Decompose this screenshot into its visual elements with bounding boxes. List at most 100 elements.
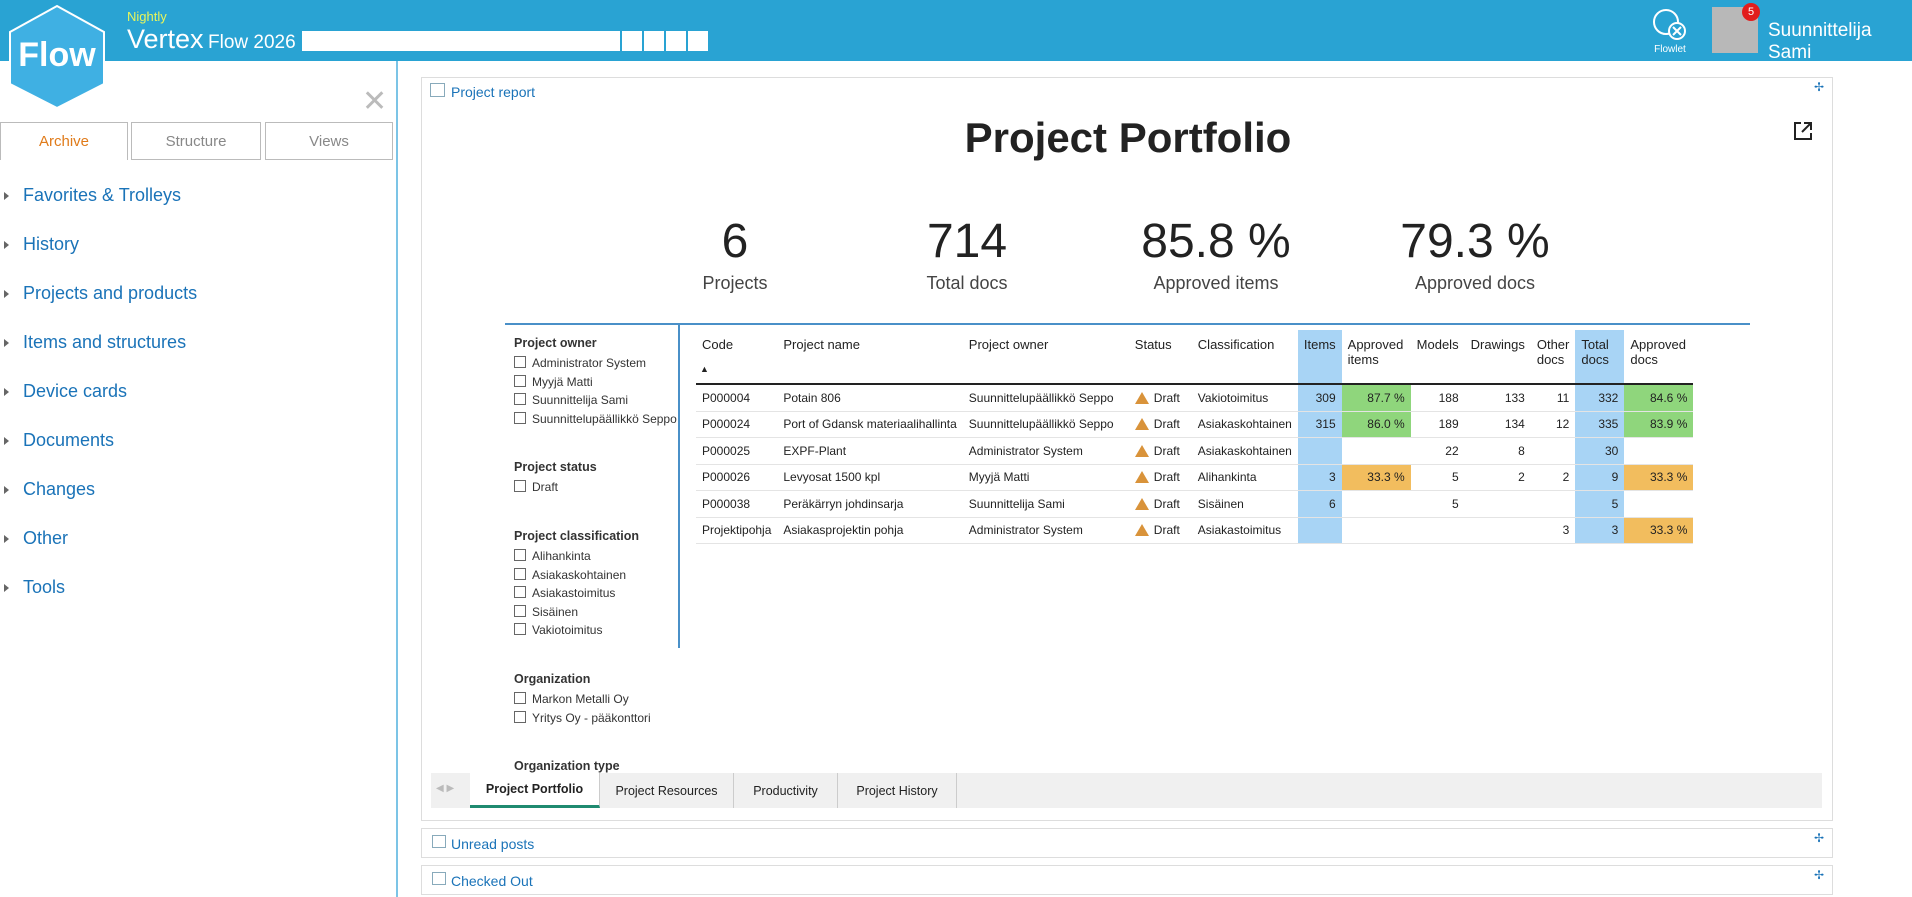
filter-title: Organization	[514, 672, 591, 686]
go-button[interactable]	[622, 31, 642, 51]
filter-option[interactable]: Suunnittelupäällikkö Seppo	[514, 412, 677, 426]
logo[interactable]: Flow	[6, 4, 108, 110]
refresh-button[interactable]	[688, 31, 708, 51]
table-cell: 2	[1530, 464, 1576, 491]
filter-option[interactable]: Sisäinen	[514, 605, 578, 619]
panel-title[interactable]: Unread posts	[451, 836, 535, 852]
panel-title[interactable]: Project report	[451, 84, 536, 100]
filter-title: Project classification	[514, 529, 640, 543]
advanced-search-button[interactable]	[666, 31, 686, 51]
filter-option[interactable]: Yritys Oy - pääkonttori	[514, 711, 651, 725]
panel-pin[interactable]: ✢	[1814, 831, 1825, 845]
column-header[interactable]: Project owner	[962, 330, 1129, 385]
tree-item[interactable]: Items and structures	[3, 332, 187, 352]
column-header[interactable]: Approved docs	[1624, 330, 1694, 385]
column-header[interactable]: Total docs	[1575, 330, 1625, 385]
kpi-label: Approved docs	[1414, 273, 1536, 293]
filter-option[interactable]: Alihankinta	[514, 549, 591, 563]
tree-item[interactable]: Other	[3, 528, 69, 548]
collapsed-panel	[421, 865, 1833, 895]
filter-option[interactable]: Markon Metalli Oy	[514, 692, 629, 706]
cell-text: Myyjä Matti	[968, 470, 1030, 485]
filter-option[interactable]: Draft	[514, 480, 558, 494]
table-cell: Draft	[1128, 384, 1192, 412]
column-header[interactable]: Drawings	[1464, 330, 1531, 385]
table-row[interactable]: P000025 EXPF-Plant Administrator System Dra…	[696, 437, 1694, 465]
filter-option[interactable]: Asiakaskohtainen	[514, 568, 626, 582]
open-external[interactable]	[1792, 120, 1814, 142]
filter-option[interactable]: Suunnittelija Sami	[514, 393, 628, 407]
status-icon	[1134, 524, 1149, 537]
tree-item[interactable]: History	[3, 234, 80, 254]
report-tab[interactable]: Project History	[838, 773, 957, 808]
app-name: Vertex Flow 2026	[127, 24, 296, 55]
cell-text: Potain 806	[783, 390, 841, 405]
cell-text: Draft	[1153, 470, 1180, 485]
table-cell: 33.3 %	[1624, 464, 1694, 491]
table-cell: P000025	[696, 437, 778, 465]
column-header[interactable]: Approved items	[1341, 330, 1411, 385]
column-header[interactable]: Code ▲	[696, 330, 778, 385]
report-panel	[421, 77, 1833, 821]
column-header[interactable]: Models	[1410, 330, 1465, 385]
search-box[interactable]	[302, 31, 620, 51]
status-icon	[1134, 471, 1149, 484]
sidebar-tab[interactable]: Archive	[0, 122, 128, 160]
table-cell: Myyjä Matti	[962, 464, 1129, 491]
panel-pin[interactable]: ✢	[1814, 868, 1825, 882]
close-button[interactable]: ✕	[362, 85, 388, 118]
kpi-label: Projects	[702, 273, 768, 293]
table-cell: 309	[1297, 384, 1342, 412]
column-header[interactable]: Status	[1128, 330, 1192, 385]
kpi-label: Approved items	[1153, 273, 1279, 293]
table-cell: 133	[1464, 384, 1531, 412]
cell-text: Sisäinen	[1197, 496, 1244, 511]
user-name[interactable]: Suunnittelija Sami	[1768, 20, 1872, 63]
cell-text: Suunnittelija Sami	[968, 496, 1065, 511]
table-cell	[1530, 490, 1576, 518]
cell-text: Port of Gdansk materiaalihallinta	[783, 417, 957, 432]
cell-text: 11	[1556, 390, 1570, 405]
cell-text: 5	[1451, 496, 1459, 511]
panel-title[interactable]: Checked Out	[451, 873, 533, 889]
table-cell: Asiakasprojektin pohja	[777, 517, 963, 544]
filter-option[interactable]: Myyjä Matti	[514, 375, 593, 389]
search-button[interactable]	[644, 31, 664, 51]
report-tab[interactable]: Project Portfolio	[470, 773, 600, 808]
kpi-value: 714	[926, 215, 1008, 268]
tree-item[interactable]: Projects and products	[3, 283, 198, 303]
table-cell: Draft	[1128, 464, 1192, 491]
cell-text: P000038	[702, 496, 751, 511]
filter-option[interactable]: Vakiotoimitus	[514, 623, 602, 637]
cell-text: 2	[1518, 470, 1525, 485]
tree-item[interactable]: Tools	[3, 577, 66, 597]
filter-option[interactable]: Administrator System	[514, 356, 646, 370]
sidebar-tab[interactable]: Structure	[131, 122, 261, 160]
table-cell	[1341, 490, 1411, 518]
table-cell: Asiakaskohtainen	[1191, 411, 1298, 438]
tree-item[interactable]: Documents	[3, 430, 115, 450]
column-header[interactable]: Other docs	[1530, 330, 1576, 385]
tab-scroll[interactable]: ◀ ▶	[436, 783, 455, 794]
flowlet-icon[interactable]	[1650, 7, 1690, 41]
column-header[interactable]: Project name	[777, 330, 963, 385]
kpi-value: 79.3 %	[1400, 215, 1550, 268]
cell-text: Vakiotoimitus	[1197, 390, 1269, 405]
table-row[interactable]: P000038 Peräkärryn johdinsarja Suunnitteli…	[696, 490, 1694, 518]
sidebar-tab[interactable]: Views	[265, 122, 393, 160]
app-name-sub: Flow 2026	[208, 32, 296, 53]
table-row[interactable]: P000004 Potain 806 Suunnittelupäällikkö Se…	[696, 384, 1694, 412]
table-row[interactable]: Projektipohja Asiakasprojektin pohja Admin…	[696, 517, 1694, 544]
column-header[interactable]: Classification	[1191, 330, 1298, 385]
table-cell: 3	[1575, 517, 1625, 544]
filter-option[interactable]: Asiakastoimitus	[514, 586, 615, 600]
report-tab[interactable]: Project Resources	[600, 773, 734, 808]
table-row[interactable]: P000026 Levyosat 1500 kpl Myyjä Matti Draft…	[696, 464, 1694, 491]
table-row[interactable]: P000024 Port of Gdansk materiaalihallinta…	[696, 411, 1694, 438]
report-tab[interactable]: Productivity	[734, 773, 838, 808]
tree-item[interactable]: Favorites & Trolleys	[3, 185, 182, 205]
tree-item[interactable]: Device cards	[3, 381, 128, 401]
panel-pin[interactable]: ✢	[1814, 80, 1825, 94]
tree-item[interactable]: Changes	[3, 479, 96, 499]
column-header[interactable]: Items	[1297, 330, 1342, 385]
